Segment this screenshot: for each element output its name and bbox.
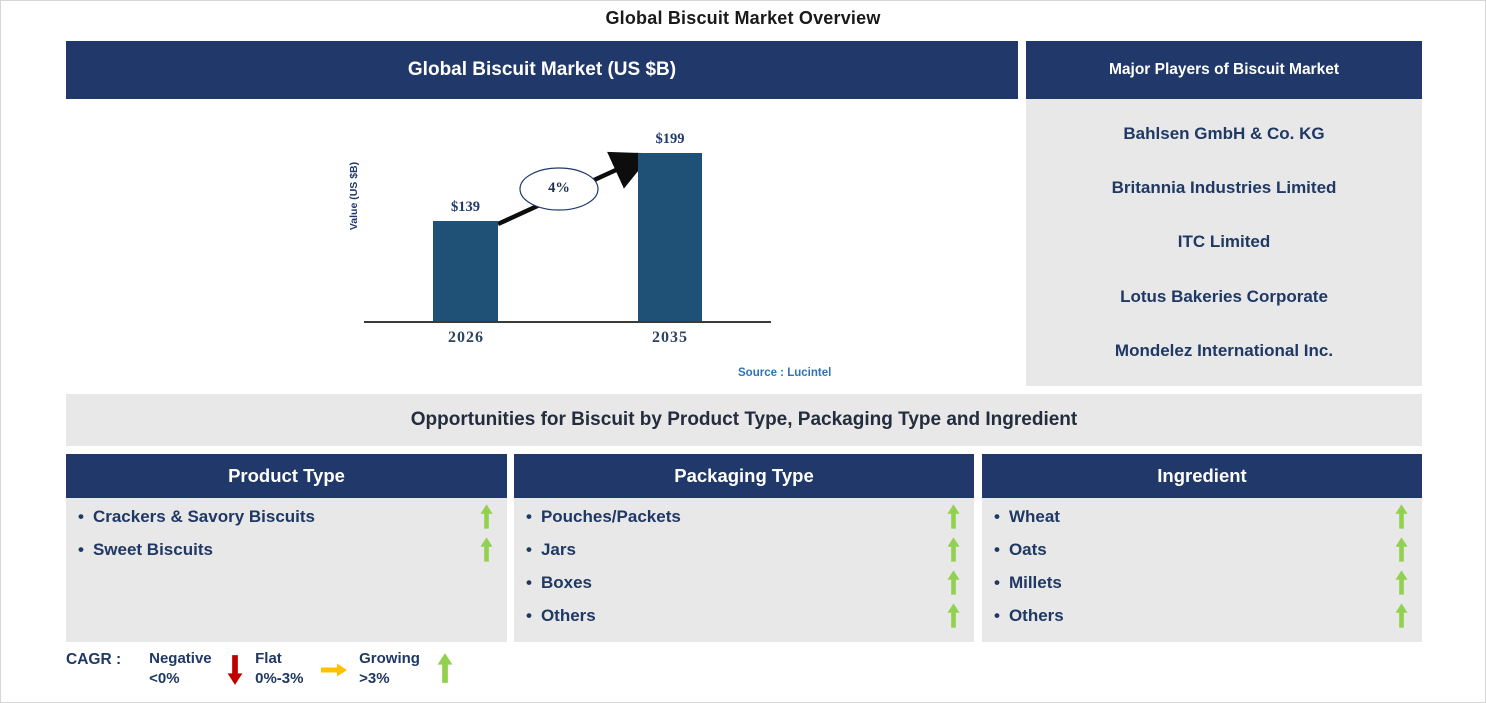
bullet: • [78, 539, 84, 559]
bullet: • [994, 506, 1000, 526]
bar-2035: $199 [638, 131, 702, 321]
source-attribution: Source : Lucintel [738, 367, 832, 379]
item-label: Others [1008, 605, 1064, 625]
list-item: • Crackers & Savory Biscuits [66, 500, 507, 533]
list-item: • Jars [514, 533, 974, 566]
company-name: ITC Limited [1177, 232, 1271, 252]
players-panel-title: Major Players of Biscuit Market [1109, 61, 1339, 78]
legend-entry-negative: Negative <0% [149, 649, 255, 689]
growing-arrow-icon [480, 537, 493, 562]
company-name: Bahlsen GmbH & Co. KG [1123, 124, 1325, 144]
bar-rect-2035 [638, 153, 702, 321]
bullet: • [526, 539, 532, 559]
list-item: • Others [982, 599, 1422, 632]
column-product-type: Product Type • Crackers & Savory Biscuit… [66, 454, 507, 642]
column-header-label: Product Type [228, 465, 345, 486]
bar-chart: Value (US $B) $139 $199 2026 2035 4% Sou… [66, 99, 1018, 394]
column-body: • Pouches/Packets • Jars • Boxes • Other… [514, 498, 974, 642]
item-label: Jars [540, 539, 576, 559]
growing-arrow-icon [947, 504, 960, 529]
legend-title: CAGR : [66, 651, 122, 668]
opportunities-title-band: Opportunities for Biscuit by Product Typ… [66, 394, 1422, 446]
x-tick-2026: 2026 [448, 329, 484, 346]
y-axis-label: Value (US $B) [348, 161, 360, 231]
item-label: Pouches/Packets [540, 506, 681, 526]
cagr-legend: CAGR : Negative <0% Flat 0%-3% Growing >… [66, 649, 453, 689]
legend-entry-range: >3% [359, 670, 390, 687]
item-label: Crackers & Savory Biscuits [92, 506, 316, 526]
legend-entry-range: <0% [149, 670, 180, 687]
company-name: Mondelez International Inc. [1114, 340, 1334, 360]
flat-right-arrow-icon [321, 663, 348, 677]
bar-value-label: $139 [451, 199, 480, 215]
bar-2026: $139 [433, 199, 498, 321]
item-label: Boxes [540, 572, 592, 592]
item-label: Sweet Biscuits [92, 539, 213, 559]
players-list: Bahlsen GmbH & Co. KG Britannia Industri… [1026, 99, 1422, 386]
list-item: • Wheat [982, 500, 1422, 533]
bullet: • [994, 605, 1000, 625]
bullet: • [526, 605, 532, 625]
negative-down-arrow-icon [227, 655, 243, 685]
bullet: • [526, 506, 532, 526]
item-label: Millets [1008, 572, 1062, 592]
growing-arrow-icon [947, 537, 960, 562]
legend-entry-range: 0%-3% [255, 670, 304, 687]
list-item: • Boxes [514, 566, 974, 599]
list-item: • Pouches/Packets [514, 500, 974, 533]
item-label: Oats [1008, 539, 1047, 559]
column-header: Ingredient [982, 454, 1422, 498]
legend-entry-growing: Growing >3% [359, 649, 453, 689]
growing-arrow-icon [947, 570, 960, 595]
cagr-annotation: 4% [548, 180, 570, 196]
bar-value-label: $199 [655, 131, 685, 147]
growing-arrow-icon [480, 504, 493, 529]
cagr-arrow-graphic [497, 151, 653, 227]
bullet: • [526, 572, 532, 592]
column-packaging-type: Packaging Type • Pouches/Packets • Jars … [514, 454, 974, 642]
item-label: Wheat [1008, 506, 1060, 526]
growing-arrow-icon [1395, 504, 1408, 529]
list-item: • Millets [982, 566, 1422, 599]
growing-arrow-icon [1395, 537, 1408, 562]
bullet: • [994, 572, 1000, 592]
growing-arrow-icon [1395, 570, 1408, 595]
column-header: Product Type [66, 454, 507, 498]
company-name: Britannia Industries Limited [1111, 178, 1337, 198]
column-header-label: Ingredient [1157, 465, 1247, 486]
x-axis-line [364, 321, 771, 323]
x-tick-2035: 2035 [652, 329, 688, 346]
list-item: • Others [514, 599, 974, 632]
growing-up-arrow-icon [437, 653, 453, 683]
column-ingredient: Ingredient • Wheat • Oats • Millets • Ot… [982, 454, 1422, 642]
legend-entry-name: Growing [359, 650, 420, 667]
page-title: Global Biscuit Market Overview [605, 8, 881, 28]
growing-arrow-icon [1395, 603, 1408, 628]
column-body: • Crackers & Savory Biscuits • Sweet Bis… [66, 498, 507, 642]
column-body: • Wheat • Oats • Millets • Others [982, 498, 1422, 642]
opportunities-title: Opportunities for Biscuit by Product Typ… [410, 409, 1078, 430]
company-name: Lotus Bakeries Corporate [1120, 286, 1328, 306]
item-label: Others [540, 605, 596, 625]
list-item: • Sweet Biscuits [66, 533, 507, 566]
bullet: • [78, 506, 84, 526]
players-panel-header: Major Players of Biscuit Market [1026, 41, 1422, 99]
list-item: • Oats [982, 533, 1422, 566]
column-header-label: Packaging Type [674, 465, 814, 486]
bar-rect-2026 [433, 221, 498, 321]
chart-panel-header: Global Biscuit Market (US $B) [66, 41, 1018, 99]
growing-arrow-icon [947, 603, 960, 628]
bullet: • [994, 539, 1000, 559]
legend-entry-name: Negative [149, 650, 212, 667]
legend-entry-flat: Flat 0%-3% [255, 649, 359, 689]
chart-panel-title: Global Biscuit Market (US $B) [407, 59, 677, 80]
column-header: Packaging Type [514, 454, 974, 498]
legend-entry-name: Flat [255, 650, 282, 667]
